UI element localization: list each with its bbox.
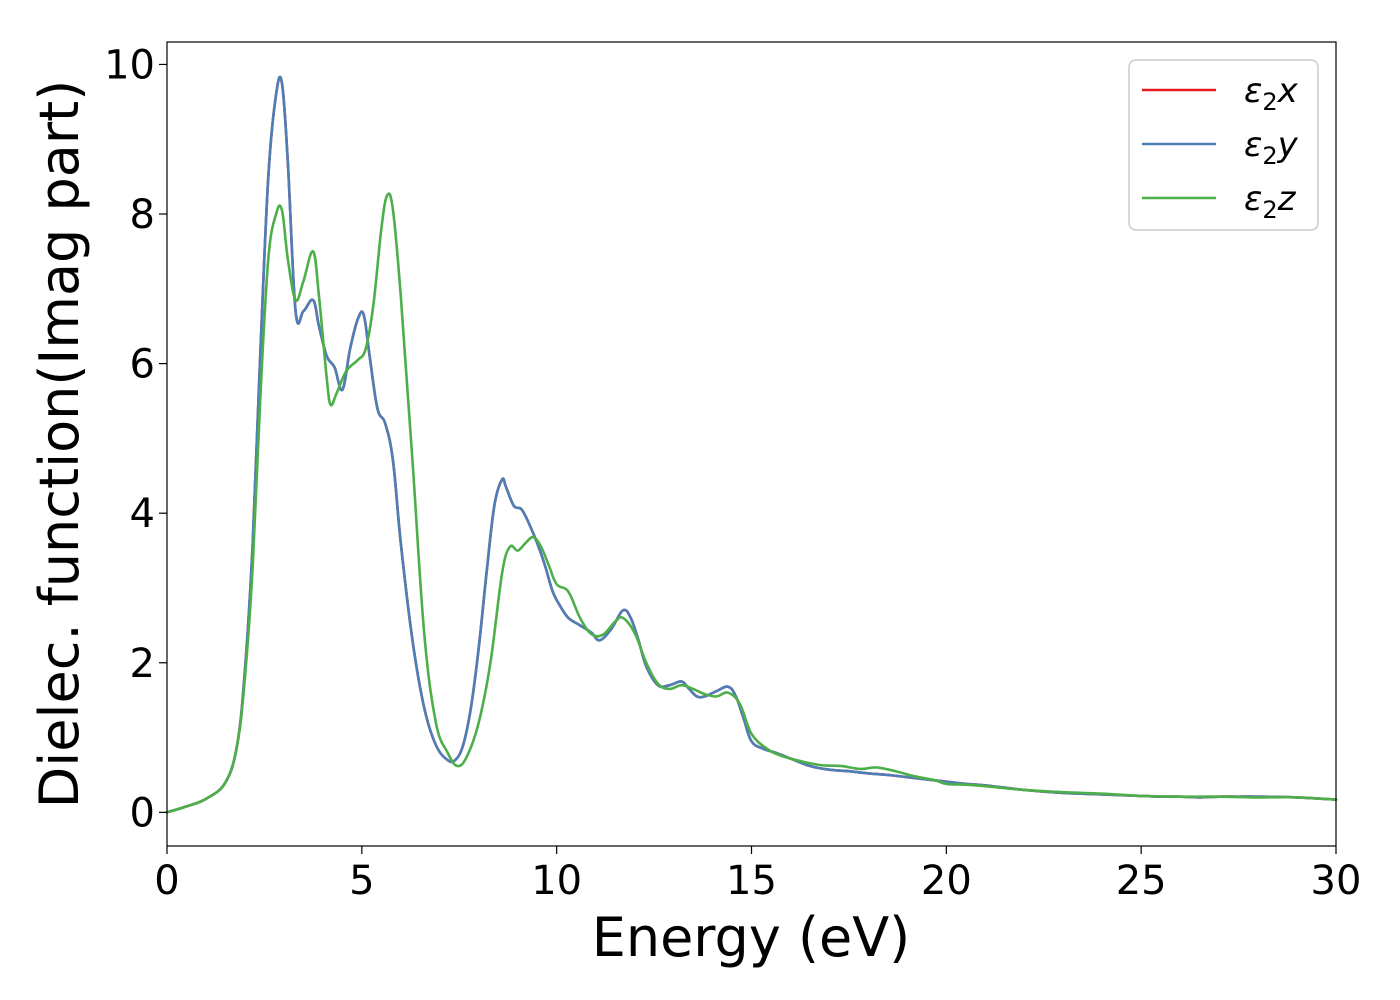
x-tick-label: 20 bbox=[921, 858, 972, 904]
series-lines bbox=[165, 75, 1338, 814]
y-tick-label: 10 bbox=[104, 42, 155, 88]
series-line-z bbox=[165, 192, 1338, 814]
legend-label-z: ε2z bbox=[1244, 179, 1297, 224]
x-tick-label: 5 bbox=[349, 858, 374, 904]
x-tick-label: 10 bbox=[531, 858, 582, 904]
x-tick-label: 25 bbox=[1116, 858, 1167, 904]
legend-label-x: ε2x bbox=[1244, 71, 1299, 116]
y-axis-ticks: 0 2 4 6 8 10 bbox=[104, 42, 167, 836]
legend: ε2x ε2y ε2z bbox=[1128, 59, 1319, 231]
y-tick-label: 6 bbox=[130, 342, 155, 388]
legend-label-y: ε2y bbox=[1244, 125, 1299, 170]
x-axis-label: Energy (eV) bbox=[592, 906, 911, 969]
y-tick-label: 2 bbox=[130, 641, 155, 687]
y-tick-label: 0 bbox=[130, 790, 155, 836]
y-tick-label: 8 bbox=[130, 192, 155, 238]
legend-box bbox=[1128, 59, 1319, 231]
x-tick-label: 0 bbox=[154, 858, 179, 904]
y-axis-label: Dielec. function(Imag part) bbox=[28, 80, 91, 809]
y-tick-label: 4 bbox=[130, 491, 155, 537]
x-axis-ticks: 0 5 10 15 20 25 30 bbox=[154, 846, 1361, 904]
series-line-y bbox=[165, 75, 1338, 814]
x-tick-label: 15 bbox=[726, 858, 777, 904]
x-tick-label: 30 bbox=[1311, 858, 1362, 904]
